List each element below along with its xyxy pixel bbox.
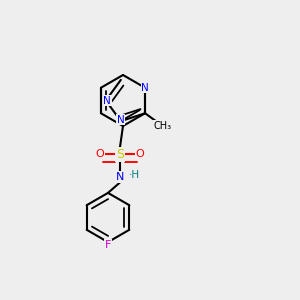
Text: F: F: [105, 239, 111, 250]
Text: N: N: [141, 83, 149, 93]
Text: O: O: [136, 149, 145, 160]
Text: ·H: ·H: [128, 170, 140, 180]
Text: CH₃: CH₃: [153, 121, 171, 130]
Text: S: S: [116, 148, 124, 161]
Text: N: N: [116, 172, 124, 182]
Text: N: N: [103, 95, 111, 106]
Text: O: O: [95, 149, 104, 160]
Text: N: N: [117, 115, 125, 124]
